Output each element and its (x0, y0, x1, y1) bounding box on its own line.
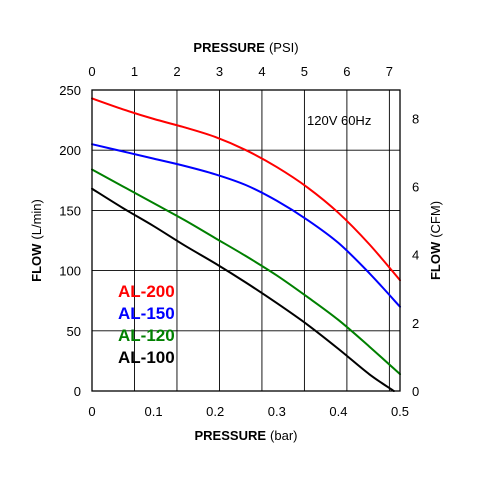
top-tick-label: 0 (88, 64, 95, 79)
top-axis-title: PRESSURE (PSI) (193, 40, 298, 55)
left-tick-label: 200 (59, 143, 81, 158)
series-line-al-100 (91, 187, 395, 392)
left-tick-label: 250 (59, 83, 81, 98)
left-axis-title: FLOW(L/min) (29, 199, 44, 282)
bottom-tick-label: 0.3 (268, 404, 286, 419)
right-tick-label: 4 (412, 248, 419, 263)
series-line-al-120 (91, 168, 401, 376)
top-tick-label: 2 (173, 64, 180, 79)
top-tick-label: 6 (343, 64, 350, 79)
bottom-axis-title: PRESSURE (bar) (195, 428, 298, 443)
series-lines (91, 97, 401, 392)
voltage-annotation: 120V 60Hz (307, 113, 371, 128)
left-tick-label: 150 (59, 203, 81, 218)
series-line-al-200 (91, 97, 401, 282)
legend-entry-al-100: AL-100 (118, 348, 175, 367)
bottom-tick-label: 0.4 (329, 404, 347, 419)
right-tick-label: 8 (412, 111, 419, 126)
grid (92, 90, 400, 391)
right-tick-label: 6 (412, 179, 419, 194)
top-tick-label: 5 (301, 64, 308, 79)
right-tick-label: 2 (412, 316, 419, 331)
top-tick-label: 3 (216, 64, 223, 79)
legend-entry-al-120: AL-120 (118, 326, 175, 345)
bottom-tick-label: 0 (88, 404, 95, 419)
legend-entry-al-150: AL-150 (118, 304, 175, 323)
tick-labels: 0 0.1 0.2 0.3 0.4 0.50 1 2 3 4 5 6 70501001502002500… (59, 64, 419, 419)
plot-frame (91, 89, 401, 392)
top-tick-label: 4 (258, 64, 265, 79)
left-tick-label: 50 (67, 324, 81, 339)
right-tick-label: 0 (412, 384, 419, 399)
legend-entry-al-200: AL-200 (118, 282, 175, 301)
bottom-tick-label: 0.5 (391, 404, 409, 419)
left-tick-label: 100 (59, 264, 81, 279)
left-tick-label: 0 (74, 384, 81, 399)
right-axis-title: FLOW(CFM) (428, 201, 443, 280)
bottom-tick-label: 0.2 (206, 404, 224, 419)
series-line-al-150 (91, 143, 401, 308)
bottom-tick-label: 0.1 (145, 404, 163, 419)
top-tick-label: 7 (386, 64, 393, 79)
top-tick-label: 1 (131, 64, 138, 79)
legend: AL-200 AL-150 AL-120 AL-100 (118, 282, 175, 367)
